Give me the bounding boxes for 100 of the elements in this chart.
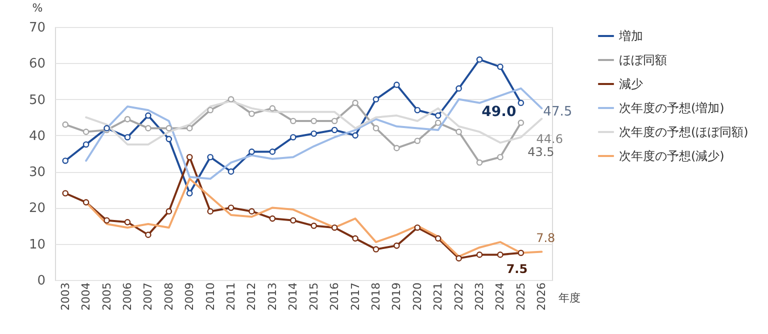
point <box>186 190 193 196</box>
legend-label: 増加 <box>618 29 643 43</box>
point <box>104 217 110 224</box>
point <box>456 85 462 92</box>
point <box>476 159 483 166</box>
point <box>414 106 421 114</box>
point <box>352 100 358 106</box>
point <box>124 134 131 140</box>
point <box>62 121 69 128</box>
point <box>166 125 172 132</box>
y-tick-label: 70 <box>28 20 46 36</box>
point <box>476 252 483 258</box>
point <box>166 136 172 142</box>
x-tick-label: 2025 <box>514 282 528 310</box>
point <box>414 138 421 144</box>
x-tick-label: 2022 <box>452 282 466 310</box>
legend-label: 次年度の予想(減少) <box>619 149 724 163</box>
x-tick-label: 2009 <box>183 282 196 310</box>
legend-label: 減少 <box>619 77 643 91</box>
x-tick-label: 2014 <box>286 282 300 310</box>
annotation: 44.6 <box>536 132 564 146</box>
point <box>186 154 193 160</box>
point <box>228 96 234 102</box>
point <box>456 255 462 262</box>
point <box>207 106 214 114</box>
point <box>82 141 90 148</box>
point <box>394 82 400 88</box>
point <box>456 128 462 135</box>
point <box>310 118 318 124</box>
point <box>290 217 296 224</box>
point <box>269 215 276 222</box>
point <box>310 222 318 229</box>
point <box>372 125 380 132</box>
point <box>228 168 234 175</box>
point <box>290 134 296 140</box>
point <box>186 125 193 132</box>
x-tick-label: 2005 <box>100 282 114 310</box>
y-axis-title: % <box>32 2 43 14</box>
point <box>310 130 318 137</box>
annotation: 49.0 <box>482 104 516 120</box>
point <box>518 120 524 126</box>
x-tick-label: 2018 <box>369 282 382 310</box>
y-tick-label: 10 <box>28 237 46 252</box>
y-tick-label: 40 <box>28 128 46 144</box>
x-tick-label: 2026 <box>535 282 548 310</box>
point <box>248 148 255 155</box>
point <box>62 158 69 164</box>
point <box>394 144 400 152</box>
point <box>497 252 504 258</box>
x-tick-label: 2024 <box>494 282 507 310</box>
x-tick-label: 2017 <box>348 282 362 310</box>
y-tick-label: 30 <box>28 165 46 180</box>
point <box>82 199 90 206</box>
point <box>290 118 296 124</box>
point <box>124 116 131 122</box>
point <box>207 154 214 160</box>
point <box>414 224 421 231</box>
annotation: 7.8 <box>536 230 556 245</box>
point <box>269 148 276 155</box>
point <box>352 235 358 242</box>
point <box>331 126 338 134</box>
x-tick-label: 2019 <box>390 282 404 310</box>
point <box>352 132 358 139</box>
point <box>166 208 172 214</box>
annotation: 43.5 <box>528 144 554 159</box>
x-tick-label: 2015 <box>307 282 320 310</box>
point <box>497 154 504 160</box>
x-tick-label: 2013 <box>266 282 279 310</box>
point <box>372 246 380 252</box>
x-tick-label: 2008 <box>162 282 176 310</box>
legend-label: ほぼ同額 <box>619 53 667 67</box>
x-axis-title: 年度 <box>558 292 580 304</box>
point <box>434 120 442 126</box>
point <box>331 118 338 124</box>
annotation: 47.5 <box>543 104 572 120</box>
point <box>497 64 504 70</box>
y-tick-label: 0 <box>37 274 46 288</box>
x-tick-label: 2011 <box>224 282 238 310</box>
x-tick-label: 2007 <box>142 282 155 310</box>
point <box>269 105 276 112</box>
point <box>331 224 338 231</box>
point <box>82 128 90 135</box>
point <box>372 96 380 102</box>
point <box>145 232 152 238</box>
point <box>434 112 442 119</box>
point <box>248 110 255 117</box>
point <box>145 112 152 119</box>
y-tick-label: 50 <box>28 92 46 108</box>
y-tick-label: 60 <box>28 56 46 72</box>
x-tick-label: 2010 <box>204 282 217 310</box>
point <box>207 208 214 214</box>
point <box>394 242 400 249</box>
x-tick-label: 2023 <box>473 282 486 310</box>
point <box>518 250 524 256</box>
x-tick-label: 2006 <box>120 282 134 310</box>
point <box>124 219 131 226</box>
annotation: 7.5 <box>506 262 528 276</box>
point <box>145 125 152 132</box>
legend-label: 次年度の予想(ほぼ同額) <box>619 125 748 139</box>
y-tick-label: 20 <box>28 201 46 216</box>
